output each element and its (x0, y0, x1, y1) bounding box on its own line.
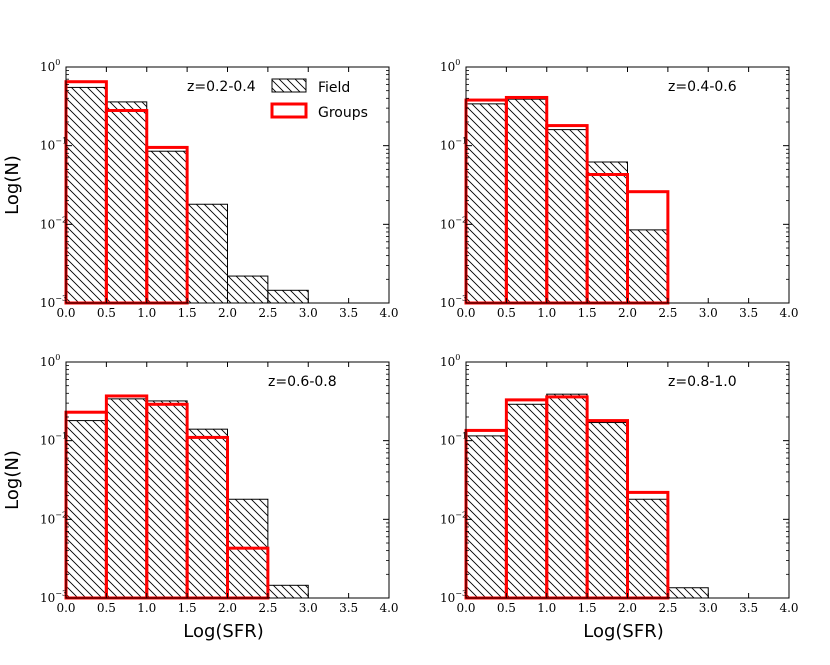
panel-1: 0.0 0.5 1.0 1.5 2.0 2.5 3.0 3.5 4.0 10−3 10−2 10−1 1… (2, 58, 399, 320)
x-tick-label: 3.5 (739, 601, 758, 615)
x-tick-label: 2.0 (218, 601, 237, 615)
legend-field-swatch (271, 78, 307, 93)
x-tick-label: 3.0 (699, 306, 718, 320)
x-tick-label: 4.0 (379, 601, 398, 615)
field-bar (105, 101, 148, 304)
x-tick-label: 0.0 (456, 306, 475, 320)
x-tick-label: 2.5 (658, 306, 677, 320)
x-tick-label: 1.0 (137, 306, 156, 320)
x-tick-label: 2.0 (618, 601, 637, 615)
x-tick-label: 2.5 (258, 601, 277, 615)
x-tick-label: 4.0 (379, 306, 398, 320)
legend: Field Groups (270, 78, 368, 121)
field-bar (105, 398, 148, 599)
y-tick-label: 10−1 (40, 137, 67, 153)
field-bar (146, 400, 188, 599)
x-tick-label: 2.0 (218, 306, 237, 320)
x-tick-label: 1.0 (537, 601, 556, 615)
y-tick-label: 100 (40, 353, 60, 369)
x-tick-label: 2.5 (658, 601, 677, 615)
field-bar (586, 161, 628, 304)
y-tick-label: 10−1 (440, 137, 467, 153)
field-bar (267, 584, 309, 599)
x-tick-label: 0.0 (56, 306, 75, 320)
panel-label: z=0.2-0.4 (187, 79, 256, 95)
x-tick-label: 0.5 (497, 306, 516, 320)
x-tick-label: 4.0 (779, 601, 798, 615)
field-bar (586, 422, 628, 599)
x-tick-label: 0.0 (56, 601, 75, 615)
legend-groups-label: Groups (318, 105, 368, 121)
x-tick-label: 3.5 (339, 306, 358, 320)
field-bar (627, 498, 669, 599)
field-bar (546, 393, 588, 599)
field-bar (465, 103, 507, 304)
x-tick-label: 3.5 (339, 601, 358, 615)
legend-field-label: Field (318, 80, 350, 96)
x-tick-label: 1.5 (578, 306, 597, 320)
y-tick-label: 100 (440, 353, 460, 369)
x-tick-label: 1.5 (178, 601, 197, 615)
field-bar (186, 428, 228, 599)
y-tick-label: 10−3 (40, 294, 67, 310)
x-tick-label: 0.0 (456, 601, 475, 615)
field-bar (546, 129, 588, 304)
x-tick-label: 0.5 (97, 601, 116, 615)
x-tick-label: 1.0 (137, 601, 156, 615)
field-bar (627, 229, 669, 304)
y-tick-label: 10−2 (440, 215, 467, 231)
x-tick-label: 0.5 (97, 306, 116, 320)
legend-groups-swatch (270, 102, 308, 119)
x-tick-label: 3.5 (739, 306, 758, 320)
x-tick-label: 1.0 (537, 306, 556, 320)
x-tick-label: 4.0 (779, 306, 798, 320)
field-bar (465, 435, 507, 599)
x-tick-label: 2.0 (618, 306, 637, 320)
x-tick-label: 3.0 (699, 601, 718, 615)
y-tick-label: 10−3 (440, 294, 467, 310)
y-tick-label: 10−2 (40, 510, 67, 526)
field-bar (65, 420, 107, 599)
panel-3: 0.0 0.5 1.0 1.5 2.0 2.5 3.0 3.5 4.0 10−3 10−2 10−1 1… (2, 353, 399, 642)
y-tick-label: 10−2 (440, 510, 467, 526)
panel-label: z=0.4-0.6 (668, 79, 737, 95)
x-tick-label: 3.0 (299, 306, 318, 320)
y-axis-label: Log(N) (2, 155, 23, 215)
x-axis-label: Log(SFR) (583, 621, 663, 642)
field-bar (146, 150, 188, 304)
y-tick-label: 10−3 (440, 589, 467, 605)
field-bar (505, 98, 548, 304)
y-tick-label: 100 (40, 58, 60, 74)
field-bar (65, 86, 107, 304)
x-tick-label: 3.0 (299, 601, 318, 615)
y-tick-label: 100 (440, 58, 460, 74)
x-tick-label: 0.5 (497, 601, 516, 615)
panel-label: z=0.6-0.8 (268, 374, 337, 390)
panel-4: 0.0 0.5 1.0 1.5 2.0 2.5 3.0 3.5 4.0 10−3 10−2 10−1 1… (440, 353, 799, 642)
panel-2: 0.0 0.5 1.0 1.5 2.0 2.5 3.0 3.5 4.0 10−3 10−2 10−1 1… (440, 58, 799, 320)
y-tick-label: 10−2 (40, 215, 67, 231)
y-tick-label: 10−3 (40, 589, 67, 605)
x-tick-label: 2.5 (258, 306, 277, 320)
field-bar (267, 289, 309, 304)
x-tick-label: 1.5 (178, 306, 197, 320)
field-bar (667, 587, 709, 599)
y-tick-label: 10−1 (440, 432, 467, 448)
field-bar (505, 403, 548, 599)
y-axis-label: Log(N) (2, 450, 23, 510)
field-bar (227, 275, 269, 304)
field-bar (186, 203, 228, 304)
y-tick-label: 10−1 (40, 432, 67, 448)
panel-label: z=0.8-1.0 (668, 374, 737, 390)
x-axis-label: Log(SFR) (183, 621, 263, 642)
x-tick-label: 1.5 (578, 601, 597, 615)
